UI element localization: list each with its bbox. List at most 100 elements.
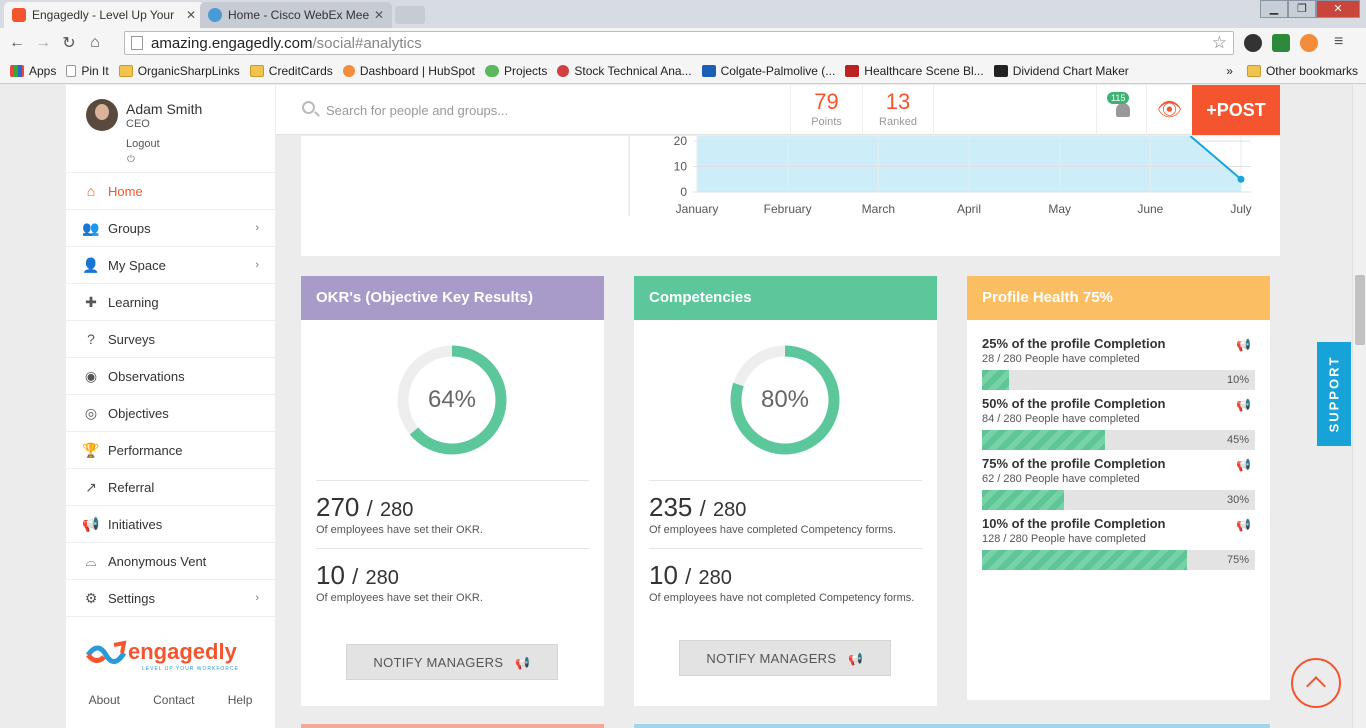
close-tab-icon[interactable]: ✕	[373, 8, 384, 22]
browser-toolbar: ← → ↻ ⌂ amazing.engagedly.com/social#ana…	[0, 28, 1366, 58]
globe-favicon-icon	[208, 8, 222, 22]
competencies-notify-managers-button[interactable]: NOTIFY MANAGERS 📢	[679, 640, 891, 676]
post-button[interactable]: +POST	[1192, 85, 1280, 135]
sidebar-item-referral[interactable]: ↗ Referral	[66, 469, 275, 506]
power-icon[interactable]: ⏻	[127, 154, 135, 165]
bookmark-dividend[interactable]: Dividend Chart Maker	[993, 64, 1129, 78]
megaphone-icon[interactable]: 📢	[1236, 338, 1251, 352]
sidebar-item-my-space[interactable]: 👤 My Space ›	[66, 247, 275, 284]
points-value: 79	[814, 89, 839, 114]
sidebar-item-label: My Space	[108, 257, 166, 273]
ranked-stat[interactable]: 13 Ranked	[862, 85, 934, 135]
scrollbar-thumb[interactable]	[1355, 275, 1365, 345]
sidebar-item-settings[interactable]: ⚙ Settings ›	[66, 580, 275, 617]
bookmark-star-icon[interactable]: ☆	[1211, 33, 1227, 52]
profile-health-item-title: 75% of the profile Completion	[982, 456, 1166, 471]
window-controls: ▁ ❐ ✕	[1260, 0, 1360, 18]
points-stat[interactable]: 79 Points	[790, 85, 862, 135]
okr-percent: 64%	[427, 386, 477, 413]
about-link[interactable]: About	[88, 693, 120, 707]
sidebar-item-performance[interactable]: 🏆 Performance	[66, 432, 275, 469]
bookmark-apps[interactable]: Apps	[10, 64, 56, 78]
competencies-percent: 80%	[760, 386, 810, 413]
notifications-button[interactable]: 115	[1096, 85, 1146, 135]
bookmark-pin-it[interactable]: Pin It	[66, 64, 109, 78]
notification-count-badge: 115	[1107, 92, 1130, 104]
progress-percent: 10%	[1226, 374, 1249, 386]
sidebar-item-groups[interactable]: 👥 Groups ›	[66, 210, 275, 247]
browser-tab-webex[interactable]: Home - Cisco WebEx Mee ✕	[200, 2, 392, 28]
logout-link[interactable]: Logout	[126, 138, 160, 150]
profile-health-progress-bar: 45%	[982, 430, 1255, 450]
avatar[interactable]	[86, 99, 118, 131]
profile-health-progress-bar: 75%	[982, 550, 1255, 570]
okr-stat-2-desc: Of employees have set their OKR.	[316, 592, 483, 604]
progress-fill	[982, 490, 1064, 510]
home-browser-icon[interactable]: ⌂	[90, 34, 100, 51]
user-profile: Adam Smith CEO Logout ⏻	[66, 85, 275, 173]
sidebar-item-objectives[interactable]: ◎ Objectives	[66, 395, 275, 432]
minimize-icon[interactable]: ▁	[1260, 0, 1288, 18]
scroll-to-top-button[interactable]	[1291, 658, 1341, 708]
sidebar: Adam Smith CEO Logout ⏻ ⌂ Home 👥 Groups › 👤 My…	[66, 85, 275, 728]
address-bar[interactable]: amazing.engagedly.com/social#analytics ☆	[124, 31, 1234, 55]
evernote-extension-icon[interactable]	[1272, 34, 1290, 52]
folder-icon	[249, 64, 264, 77]
page-scrollbar[interactable]	[1352, 85, 1366, 728]
chevron-right-icon: ›	[255, 259, 259, 271]
browser-tab-engagedly[interactable]: Engagedly - Level Up Your ✕	[4, 2, 204, 28]
ranked-label: Ranked	[879, 116, 917, 128]
sidebar-item-initiatives[interactable]: 📢 Initiatives	[66, 506, 275, 543]
bookmark-creditcards[interactable]: CreditCards	[249, 64, 333, 78]
bookmark-stock-technical[interactable]: Stock Technical Ana...	[557, 64, 692, 78]
profile-health-item: 75% of the profile Completion 62 / 280 Pe…	[982, 456, 1255, 510]
competencies-card: Competencies 80% 235 / 280 Of employees …	[634, 276, 937, 706]
reload-icon[interactable]: ↻	[62, 35, 76, 52]
hubspot-extension-icon[interactable]	[1300, 34, 1318, 52]
page-icon	[66, 64, 77, 77]
sidebar-item-label: Learning	[108, 294, 159, 310]
bookmark-colgate[interactable]: Colgate-Palmolive (...	[701, 64, 835, 78]
eye-icon[interactable]: 👁	[1146, 85, 1192, 135]
y-tick-label: 20	[674, 136, 688, 148]
megaphone-icon[interactable]: 📢	[1236, 458, 1251, 472]
support-tab[interactable]: SUPPORT	[1317, 342, 1351, 446]
bookmark-projects[interactable]: Projects	[485, 64, 547, 78]
sidebar-item-label: Settings	[108, 590, 155, 606]
okr-notify-managers-button[interactable]: NOTIFY MANAGERS 📢	[346, 644, 558, 680]
x-tick-label: January	[676, 202, 719, 216]
sidebar-item-learning[interactable]: ✚ Learning	[66, 284, 275, 321]
engagedly-favicon-icon	[12, 8, 26, 22]
megaphone-icon[interactable]: 📢	[1236, 398, 1251, 412]
new-tab-button[interactable]	[395, 6, 425, 24]
owl-extension-icon[interactable]	[1244, 34, 1262, 52]
sidebar-item-observations[interactable]: ◉ Observations	[66, 358, 275, 395]
profile-health-item-count: 62 / 280 People have completed	[982, 473, 1140, 485]
user-name[interactable]: Adam Smith	[126, 101, 203, 117]
browser-tab-bar: Engagedly - Level Up Your ✕ Home - Cisco…	[0, 0, 1366, 28]
engagedly-logo[interactable]: engagedly LEVEL UP YOUR WORKFORCE	[84, 635, 244, 675]
restore-icon[interactable]: ❐	[1288, 0, 1316, 18]
sidebar-item-surveys[interactable]: ? Surveys	[66, 321, 275, 358]
bookmark-organicsharplinks[interactable]: OrganicSharpLinks	[118, 64, 240, 78]
search-input[interactable]	[326, 97, 726, 123]
okr-donut-chart	[397, 345, 507, 455]
bookmark-healthcare[interactable]: Healthcare Scene Bl...	[845, 64, 984, 78]
megaphone-icon[interactable]: 📢	[1236, 518, 1251, 532]
back-icon[interactable]: ←	[9, 34, 25, 51]
close-window-icon[interactable]: ✕	[1316, 0, 1360, 18]
contact-link[interactable]: Contact	[153, 693, 195, 707]
bookmarks-overflow[interactable]: »	[1226, 63, 1233, 78]
sidebar-item-home[interactable]: ⌂ Home	[66, 173, 275, 210]
okr-card-title: OKR's (Objective Key Results)	[301, 276, 604, 320]
other-bookmarks[interactable]: Other bookmarks	[1246, 64, 1358, 78]
profile-health-progress-bar: 10%	[982, 370, 1255, 390]
bookmark-hubspot[interactable]: Dashboard | HubSpot	[342, 64, 475, 78]
menu-icon[interactable]: ≡	[1334, 33, 1344, 50]
url-host: amazing.engagedly.com	[151, 34, 313, 52]
sidebar-item-anonymous-vent[interactable]: ⌓ Anonymous Vent	[66, 543, 275, 580]
profile-health-item-title: 25% of the profile Completion	[982, 336, 1166, 351]
forward-icon[interactable]: →	[35, 34, 51, 51]
help-link[interactable]: Help	[227, 693, 253, 707]
close-tab-icon[interactable]: ✕	[185, 8, 196, 22]
